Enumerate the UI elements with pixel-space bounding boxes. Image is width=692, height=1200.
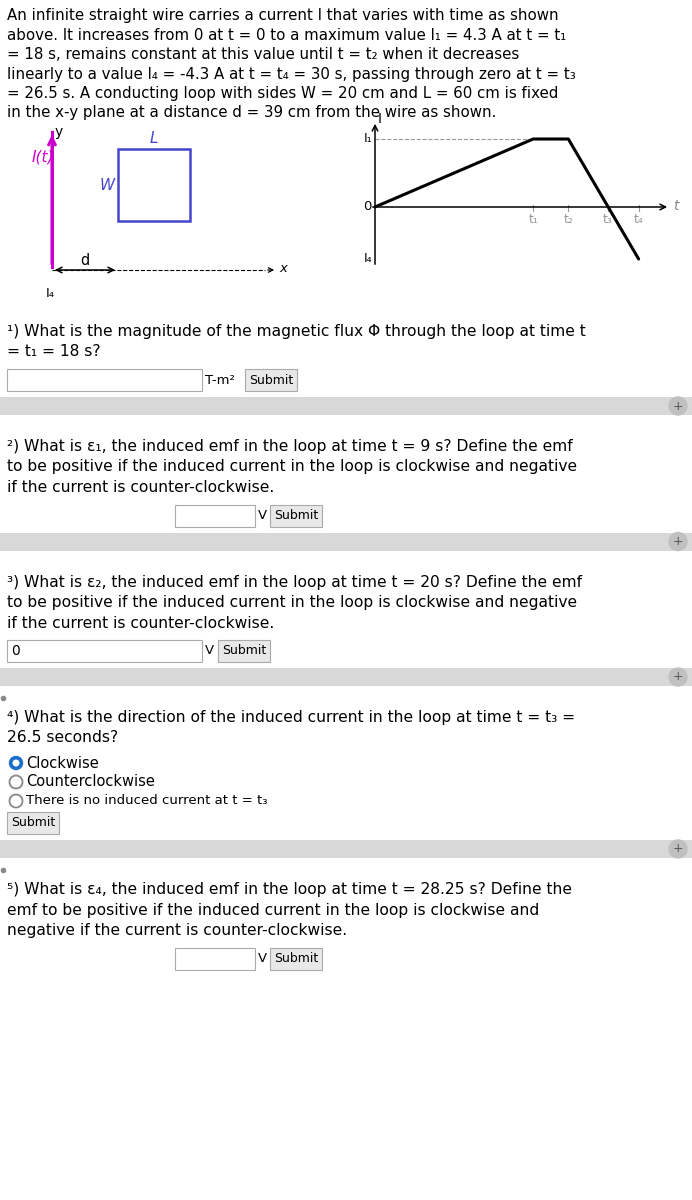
Text: Clockwise: Clockwise — [26, 756, 99, 770]
Bar — [118, 149, 190, 221]
Text: emf to be positive if the induced current in the loop is clockwise and: emf to be positive if the induced curren… — [7, 902, 539, 918]
Text: I: I — [378, 112, 382, 126]
Text: ³) What is ε₂, the induced emf in the loop at time t = 20 s? Define the emf: ³) What is ε₂, the induced emf in the lo… — [7, 575, 582, 589]
Text: +: + — [673, 400, 683, 413]
Text: +: + — [673, 671, 683, 684]
Bar — [0, 533, 692, 551]
Text: above. It increases from 0 at t = 0 to a maximum value I₁ = 4.3 A at t = t₁: above. It increases from 0 at t = 0 to a… — [7, 28, 566, 42]
Text: ⁵) What is ε₄, the induced emf in the loop at time t = 28.25 s? Define the: ⁵) What is ε₄, the induced emf in the lo… — [7, 882, 572, 898]
Text: = 26.5 s. A conducting loop with sides W = 20 cm and L = 60 cm is fixed: = 26.5 s. A conducting loop with sides W… — [7, 86, 558, 101]
Circle shape — [669, 840, 687, 858]
Text: Submit: Submit — [222, 644, 266, 658]
Text: W: W — [100, 178, 115, 192]
Bar — [175, 504, 255, 527]
Bar — [0, 668, 692, 686]
Text: ⁴) What is the direction of the induced current in the loop at time t = t₃ =: ⁴) What is the direction of the induced … — [7, 710, 575, 725]
Text: Submit: Submit — [274, 509, 318, 522]
Circle shape — [669, 397, 687, 415]
Text: T-m²: T-m² — [205, 373, 235, 386]
Text: Submit: Submit — [249, 373, 293, 386]
Text: V: V — [258, 509, 267, 522]
Text: t₃: t₃ — [603, 214, 613, 226]
Text: if the current is counter-clockwise.: if the current is counter-clockwise. — [7, 480, 274, 494]
Circle shape — [10, 756, 23, 769]
Bar — [0, 397, 692, 415]
Text: t: t — [673, 199, 678, 214]
Text: There is no induced current at t = t₃: There is no induced current at t = t₃ — [26, 794, 268, 808]
Text: ¹) What is the magnitude of the magnetic flux Φ through the loop at time t: ¹) What is the magnitude of the magnetic… — [7, 324, 585, 338]
Text: An infinite straight wire carries a current I that varies with time as shown: An infinite straight wire carries a curr… — [7, 8, 558, 23]
Bar — [7, 370, 202, 391]
Text: x: x — [279, 263, 287, 276]
Text: +: + — [673, 842, 683, 856]
Text: to be positive if the induced current in the loop is clockwise and negative: to be positive if the induced current in… — [7, 460, 577, 474]
Text: = t₁ = 18 s?: = t₁ = 18 s? — [7, 344, 100, 360]
Text: I₄: I₄ — [363, 252, 372, 265]
Text: t₁: t₁ — [528, 214, 538, 226]
Bar — [218, 640, 270, 662]
Text: Submit: Submit — [274, 952, 318, 965]
Circle shape — [669, 533, 687, 551]
Text: +: + — [673, 535, 683, 548]
Text: Submit: Submit — [11, 816, 55, 829]
Text: L: L — [149, 131, 158, 146]
Text: I(t): I(t) — [32, 149, 55, 164]
Text: if the current is counter-clockwise.: if the current is counter-clockwise. — [7, 616, 274, 630]
Text: d: d — [80, 253, 90, 268]
Bar — [175, 948, 255, 970]
Text: Counterclockwise: Counterclockwise — [26, 774, 155, 790]
Circle shape — [669, 668, 687, 686]
Bar — [7, 640, 202, 662]
Text: 26.5 seconds?: 26.5 seconds? — [7, 731, 118, 745]
Text: linearly to a value I₄ = -4.3 A at t = t₄ = 30 s, passing through zero at t = t₃: linearly to a value I₄ = -4.3 A at t = t… — [7, 66, 576, 82]
Text: in the x-y plane at a distance d = 39 cm from the wire as shown.: in the x-y plane at a distance d = 39 cm… — [7, 106, 496, 120]
Text: 0: 0 — [11, 644, 20, 658]
Text: ²) What is ε₁, the induced emf in the loop at time t = 9 s? Define the emf: ²) What is ε₁, the induced emf in the lo… — [7, 439, 573, 454]
Text: V: V — [258, 952, 267, 965]
Circle shape — [13, 761, 19, 766]
Bar — [270, 948, 322, 970]
Bar — [270, 504, 322, 527]
Text: to be positive if the induced current in the loop is clockwise and negative: to be positive if the induced current in… — [7, 595, 577, 610]
Text: = 18 s, remains constant at this value until t = t₂ when it decreases: = 18 s, remains constant at this value u… — [7, 47, 519, 62]
Bar — [7, 812, 59, 834]
Text: t₄: t₄ — [634, 214, 644, 226]
Text: 0: 0 — [363, 200, 371, 214]
Text: negative if the current is counter-clockwise.: negative if the current is counter-clock… — [7, 923, 347, 938]
Bar — [245, 370, 297, 391]
Bar — [0, 840, 692, 858]
Text: V: V — [205, 644, 214, 658]
Text: y: y — [55, 125, 63, 139]
Text: I₄: I₄ — [46, 287, 55, 300]
Text: I₁: I₁ — [363, 132, 372, 145]
Text: t₂: t₂ — [563, 214, 573, 226]
